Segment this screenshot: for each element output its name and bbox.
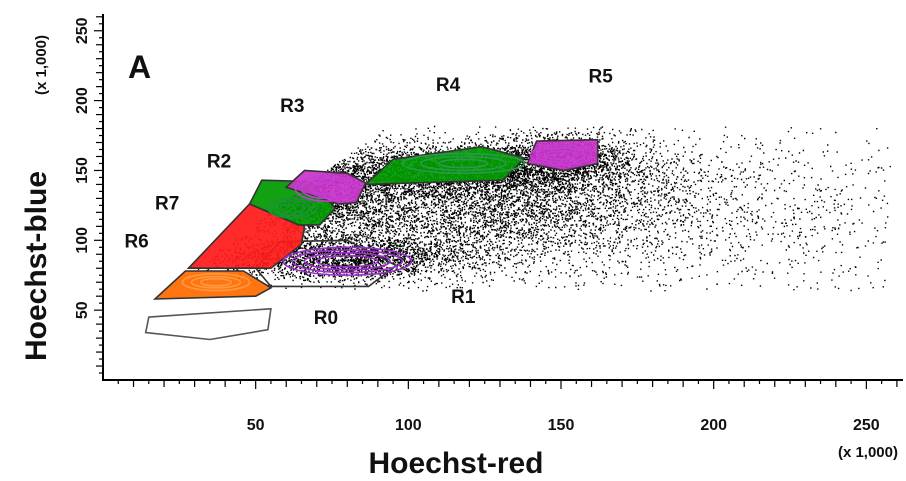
- y-tick-label: 50: [74, 301, 91, 319]
- x-tick-label: 100: [395, 417, 422, 434]
- contour-4-1: [419, 155, 507, 172]
- density-contours: [181, 144, 593, 292]
- gate-label-r5: R5: [589, 66, 614, 87]
- y-tick-label: 150: [74, 157, 91, 184]
- contour-5-0: [544, 150, 578, 161]
- event-dots: [196, 125, 892, 292]
- y-tick-label: 250: [74, 17, 91, 44]
- axes: [102, 14, 903, 381]
- contour-4-0: [438, 158, 489, 169]
- y-axis-title: Hoechst-blue: [20, 171, 53, 361]
- gate-r0: [144, 307, 272, 341]
- contour-5-1: [535, 147, 587, 163]
- contour-0-0: [315, 254, 379, 268]
- contour-2-1: [273, 200, 312, 216]
- x-multiplier-label: (x 1,000): [838, 444, 898, 461]
- gate-label-r6: R6: [124, 231, 148, 252]
- contour-2-0: [279, 203, 306, 214]
- x-axis-title: Hoechst-red: [368, 447, 543, 480]
- gate-r7: [186, 203, 306, 270]
- contour-5-2: [529, 144, 593, 166]
- x-tick-label: 50: [247, 417, 265, 434]
- gate-label-r7: R7: [155, 194, 179, 215]
- event-dot-cloud: [196, 125, 892, 292]
- contour-1-0: [309, 182, 342, 196]
- y-tick-label: 200: [74, 87, 91, 114]
- panel-label: A: [128, 49, 151, 85]
- x-tick-label: 200: [700, 417, 727, 434]
- y-tick-label: 100: [74, 227, 91, 254]
- contour-2-2: [267, 197, 318, 219]
- ticks: 50 100 150 200 250 50 100 150 200 250: [74, 16, 898, 434]
- gate-label-r1: R1: [451, 287, 476, 308]
- x-tick-label: 150: [548, 417, 575, 434]
- contour-3-1: [190, 275, 242, 289]
- contour-3-2: [181, 273, 251, 292]
- contour-1-1: [300, 178, 352, 200]
- contour-3-0: [199, 277, 233, 287]
- plot-area: [103, 14, 902, 380]
- y-multiplier-label: (x 1,000): [33, 35, 50, 95]
- gate-r5: [526, 138, 599, 172]
- contour-1-2: [294, 175, 358, 202]
- contour-0-3: [282, 246, 413, 277]
- labels: A Hoechst-red Hoechst-blue (x 1,000) (x …: [20, 35, 898, 480]
- contour-0-2: [291, 249, 404, 274]
- gate-label-r4: R4: [436, 75, 461, 96]
- gate-label-r2: R2: [207, 152, 231, 173]
- gate-label-r3: R3: [280, 96, 304, 117]
- contour-4-2: [401, 152, 526, 175]
- contour-0-1: [303, 252, 391, 271]
- x-tick-label: 250: [853, 417, 880, 434]
- gate-label-r0: R0: [314, 308, 338, 329]
